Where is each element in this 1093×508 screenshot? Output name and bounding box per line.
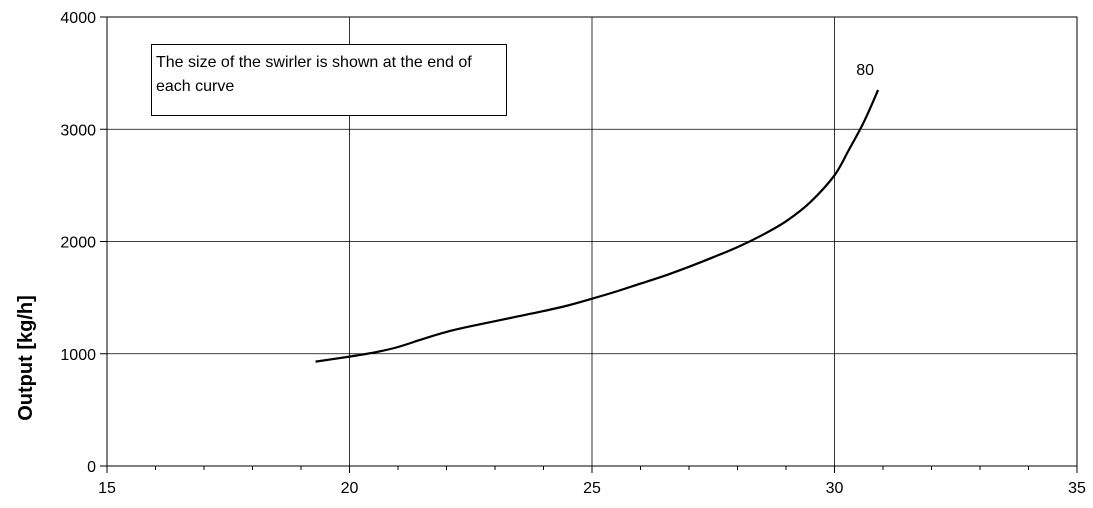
x-tick-label: 25 <box>583 480 601 497</box>
annotation-text: The size of the swirler is shown at the … <box>156 54 472 95</box>
y-tick-label: 2000 <box>60 235 96 252</box>
y-tick-label: 1000 <box>60 347 96 364</box>
y-tick-label: 0 <box>87 459 96 476</box>
x-tick-label: 20 <box>341 480 359 497</box>
annotation-box: The size of the swirler is shown at the … <box>151 44 507 116</box>
series-line-80 <box>315 89 880 363</box>
x-tick-label: 35 <box>1068 480 1086 497</box>
tick-labels: 15 20 25 30 35 0 1000 2000 3000 4000 <box>60 10 1086 497</box>
y-tick-label: 4000 <box>60 10 96 27</box>
x-tick-label: 30 <box>826 480 844 497</box>
series-layer: 80 <box>315 62 880 363</box>
y-axis-title: Output [kg/h] <box>15 295 37 421</box>
series-end-label: 80 <box>856 62 874 79</box>
y-tick-label: 3000 <box>60 122 96 139</box>
axes <box>100 16 1078 473</box>
grid <box>107 17 1077 466</box>
x-tick-label: 15 <box>98 480 116 497</box>
